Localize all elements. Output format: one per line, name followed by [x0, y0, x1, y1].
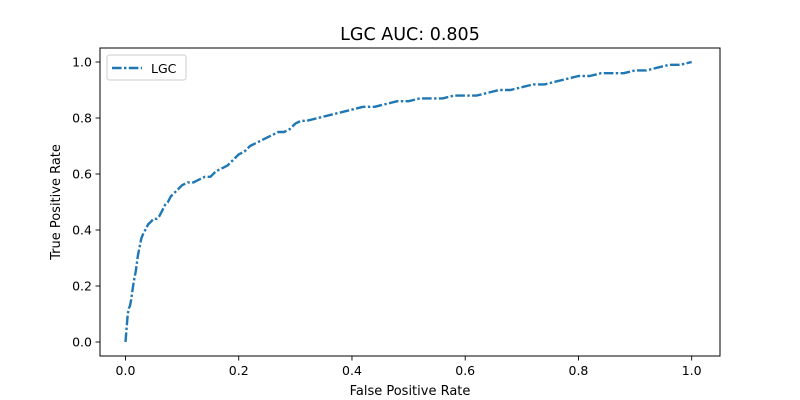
y-tick-label: 0.2 [72, 279, 92, 294]
x-axis-label: False Positive Rate [350, 384, 471, 399]
x-tick-label: 1.0 [682, 363, 702, 378]
legend: LGC [106, 54, 187, 81]
chart-title: LGC AUC: 0.805 [340, 25, 480, 45]
series-layer [124, 60, 692, 343]
plot-frame [99, 47, 721, 357]
x-tick-label: 0.6 [455, 363, 475, 378]
y-tick-label: 0.6 [72, 167, 92, 182]
x-tick-label: 0.2 [229, 363, 249, 378]
plot-area [99, 47, 721, 357]
legend-entry-lgc: LGC [151, 61, 177, 76]
y-axis-ticks: 0.0 0.2 0.4 0.6 0.8 1.0 [72, 55, 100, 350]
x-tick-label: 0.8 [569, 363, 589, 378]
y-tick-label: 0.8 [72, 111, 92, 126]
x-tick-label: 0.0 [116, 363, 136, 378]
series-line-lgc [124, 60, 692, 343]
y-tick-label: 1.0 [72, 55, 92, 70]
y-axis-label: True Positive Rate [49, 144, 64, 261]
x-tick-label: 0.4 [342, 363, 362, 378]
y-tick-label: 0.4 [72, 223, 92, 238]
x-axis-ticks: 0.0 0.2 0.4 0.6 0.8 1.0 [116, 356, 702, 378]
legend-box [106, 54, 187, 81]
y-tick-label: 0.0 [72, 335, 92, 350]
